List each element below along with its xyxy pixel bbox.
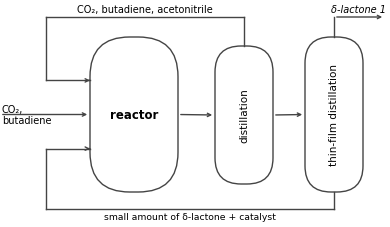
Text: thin-film distillation: thin-film distillation xyxy=(329,64,339,166)
Text: CO₂, butadiene, acetonitrile: CO₂, butadiene, acetonitrile xyxy=(77,5,213,15)
Text: δ-lactone 1: δ-lactone 1 xyxy=(331,5,386,15)
FancyBboxPatch shape xyxy=(90,38,178,192)
FancyBboxPatch shape xyxy=(215,47,273,184)
Text: small amount of δ-lactone + catalyst: small amount of δ-lactone + catalyst xyxy=(104,212,276,221)
FancyBboxPatch shape xyxy=(305,38,363,192)
Text: distillation: distillation xyxy=(239,88,249,143)
Text: CO₂,
butadiene: CO₂, butadiene xyxy=(2,104,51,126)
Text: reactor: reactor xyxy=(110,109,158,121)
